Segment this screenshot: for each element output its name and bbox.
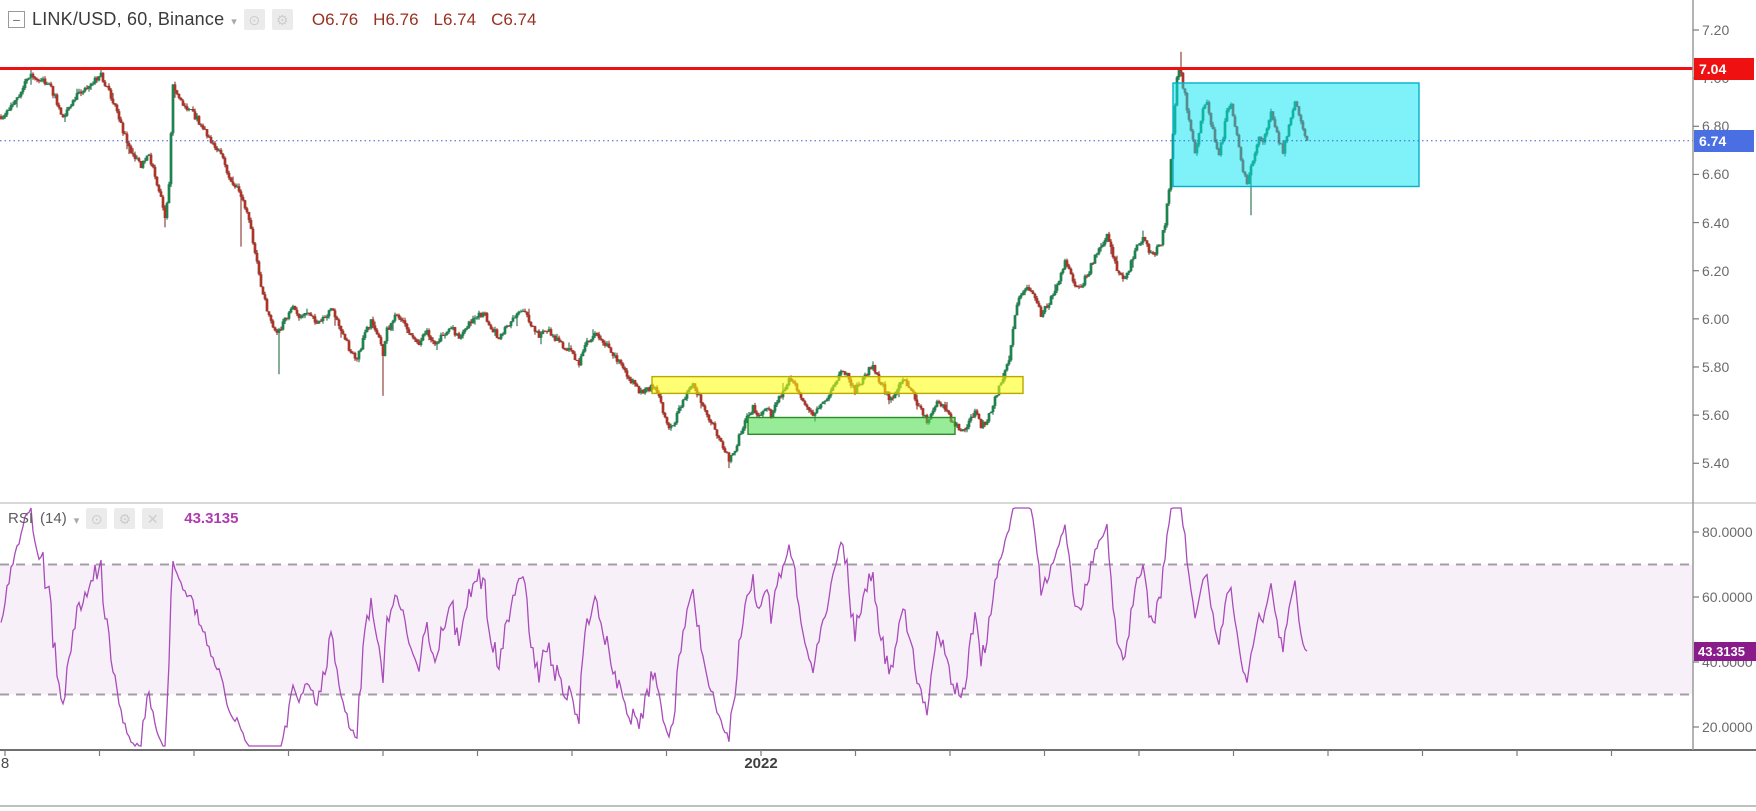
low-label: L <box>433 9 443 29</box>
symbol-legend: − LINK/USD, 60, Binance ▾ ⊙ ⚙ O6.76 H6.7… <box>8 9 536 30</box>
yellow-zone[interactable] <box>651 375 1024 395</box>
close-value: 6.74 <box>503 9 537 29</box>
down-candle-borders <box>0 68 1309 462</box>
high-value: 6.76 <box>385 9 419 29</box>
close-label: C <box>491 9 504 29</box>
rsi-params: (14) <box>40 510 67 527</box>
rsi-indicator-title[interactable]: RSI <box>8 510 34 527</box>
up-candle-borders <box>1 68 1297 462</box>
collapse-pane-icon[interactable]: − <box>8 11 25 28</box>
symbol-title[interactable]: LINK/USD, 60, Binance <box>32 9 225 29</box>
up-candle-bodies <box>2 68 1296 462</box>
up-candle-wicks <box>2 67 1296 464</box>
open-value: 6.76 <box>325 9 359 29</box>
eye-icon[interactable]: ⊙ <box>86 508 108 529</box>
rsi-value-badge: 43.3135 <box>1694 642 1756 662</box>
open-label: O <box>311 9 326 29</box>
price-axis[interactable] <box>1693 0 1756 750</box>
gear-icon[interactable]: ⚙ <box>271 9 293 30</box>
green-zone[interactable] <box>747 416 956 435</box>
rsi-pane[interactable] <box>0 507 1693 748</box>
chevron-down-icon[interactable]: ▾ <box>73 514 80 527</box>
ohlc-values: O6.76 H6.76 L6.74 C6.74 <box>312 10 537 30</box>
chevron-down-icon[interactable]: ▾ <box>231 15 237 28</box>
resistance-price-badge: 7.04 <box>1694 57 1754 80</box>
rsi-band <box>0 564 1693 695</box>
eye-icon[interactable]: ⊙ <box>243 9 265 30</box>
cyan-zone[interactable] <box>1172 82 1420 188</box>
price-pane[interactable] <box>0 51 1693 469</box>
rsi-line <box>0 507 1308 748</box>
low-value: 6.74 <box>443 9 477 29</box>
down-candle-bodies <box>0 68 1308 462</box>
gear-icon[interactable]: ⚙ <box>114 508 136 529</box>
last-price-badge: 6.74 <box>1694 129 1754 152</box>
rsi-legend: RSI (14) ▾ ⊙ ⚙ ✕ 43.3135 <box>8 508 238 529</box>
high-label: H <box>373 9 386 29</box>
rsi-current-value: 43.3135 <box>184 510 239 527</box>
close-icon[interactable]: ✕ <box>142 508 164 529</box>
time-axis[interactable] <box>0 750 1756 806</box>
